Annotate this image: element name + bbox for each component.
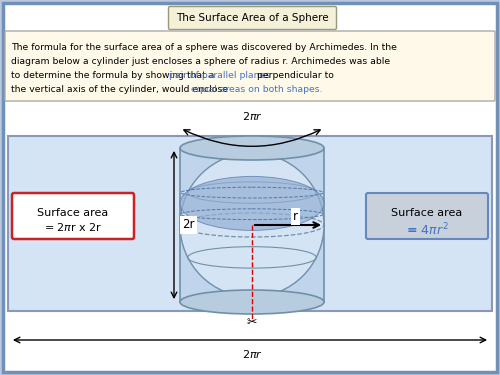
Ellipse shape <box>180 176 324 230</box>
FancyBboxPatch shape <box>168 6 336 30</box>
FancyBboxPatch shape <box>5 31 495 101</box>
Ellipse shape <box>180 290 324 314</box>
Text: ✂: ✂ <box>247 316 257 329</box>
Text: perpendicular to: perpendicular to <box>254 71 334 80</box>
Text: 2r: 2r <box>182 219 194 231</box>
Text: the vertical axis of the cylinder, would enclose: the vertical axis of the cylinder, would… <box>11 85 231 94</box>
Text: diagram below a cylinder just encloses a sphere of radius r. Archimedes was able: diagram below a cylinder just encloses a… <box>11 57 390 66</box>
Text: $2\pi r$: $2\pi r$ <box>242 110 262 122</box>
Text: = 2$\pi$r x 2r: = 2$\pi$r x 2r <box>44 221 102 233</box>
FancyBboxPatch shape <box>366 193 488 239</box>
Text: pair of parallel planes: pair of parallel planes <box>169 71 270 80</box>
Text: = $4\pi r^2$: = $4\pi r^2$ <box>406 222 448 238</box>
Text: r: r <box>293 210 298 223</box>
Ellipse shape <box>180 136 324 160</box>
FancyBboxPatch shape <box>12 193 134 239</box>
Text: Surface area: Surface area <box>38 208 109 218</box>
Circle shape <box>180 153 324 297</box>
Text: to determine the formula by showing that a: to determine the formula by showing that… <box>11 71 218 80</box>
Text: The Surface Area of a Sphere: The Surface Area of a Sphere <box>176 13 329 23</box>
Text: Surface area: Surface area <box>392 208 462 218</box>
Bar <box>180 148 324 302</box>
Bar <box>8 136 492 311</box>
Text: $2\pi r$: $2\pi r$ <box>242 348 262 360</box>
Text: equal areas on both shapes.: equal areas on both shapes. <box>192 85 323 94</box>
Text: The formula for the surface area of a sphere was discovered by Archimedes. In th: The formula for the surface area of a sp… <box>11 43 397 52</box>
